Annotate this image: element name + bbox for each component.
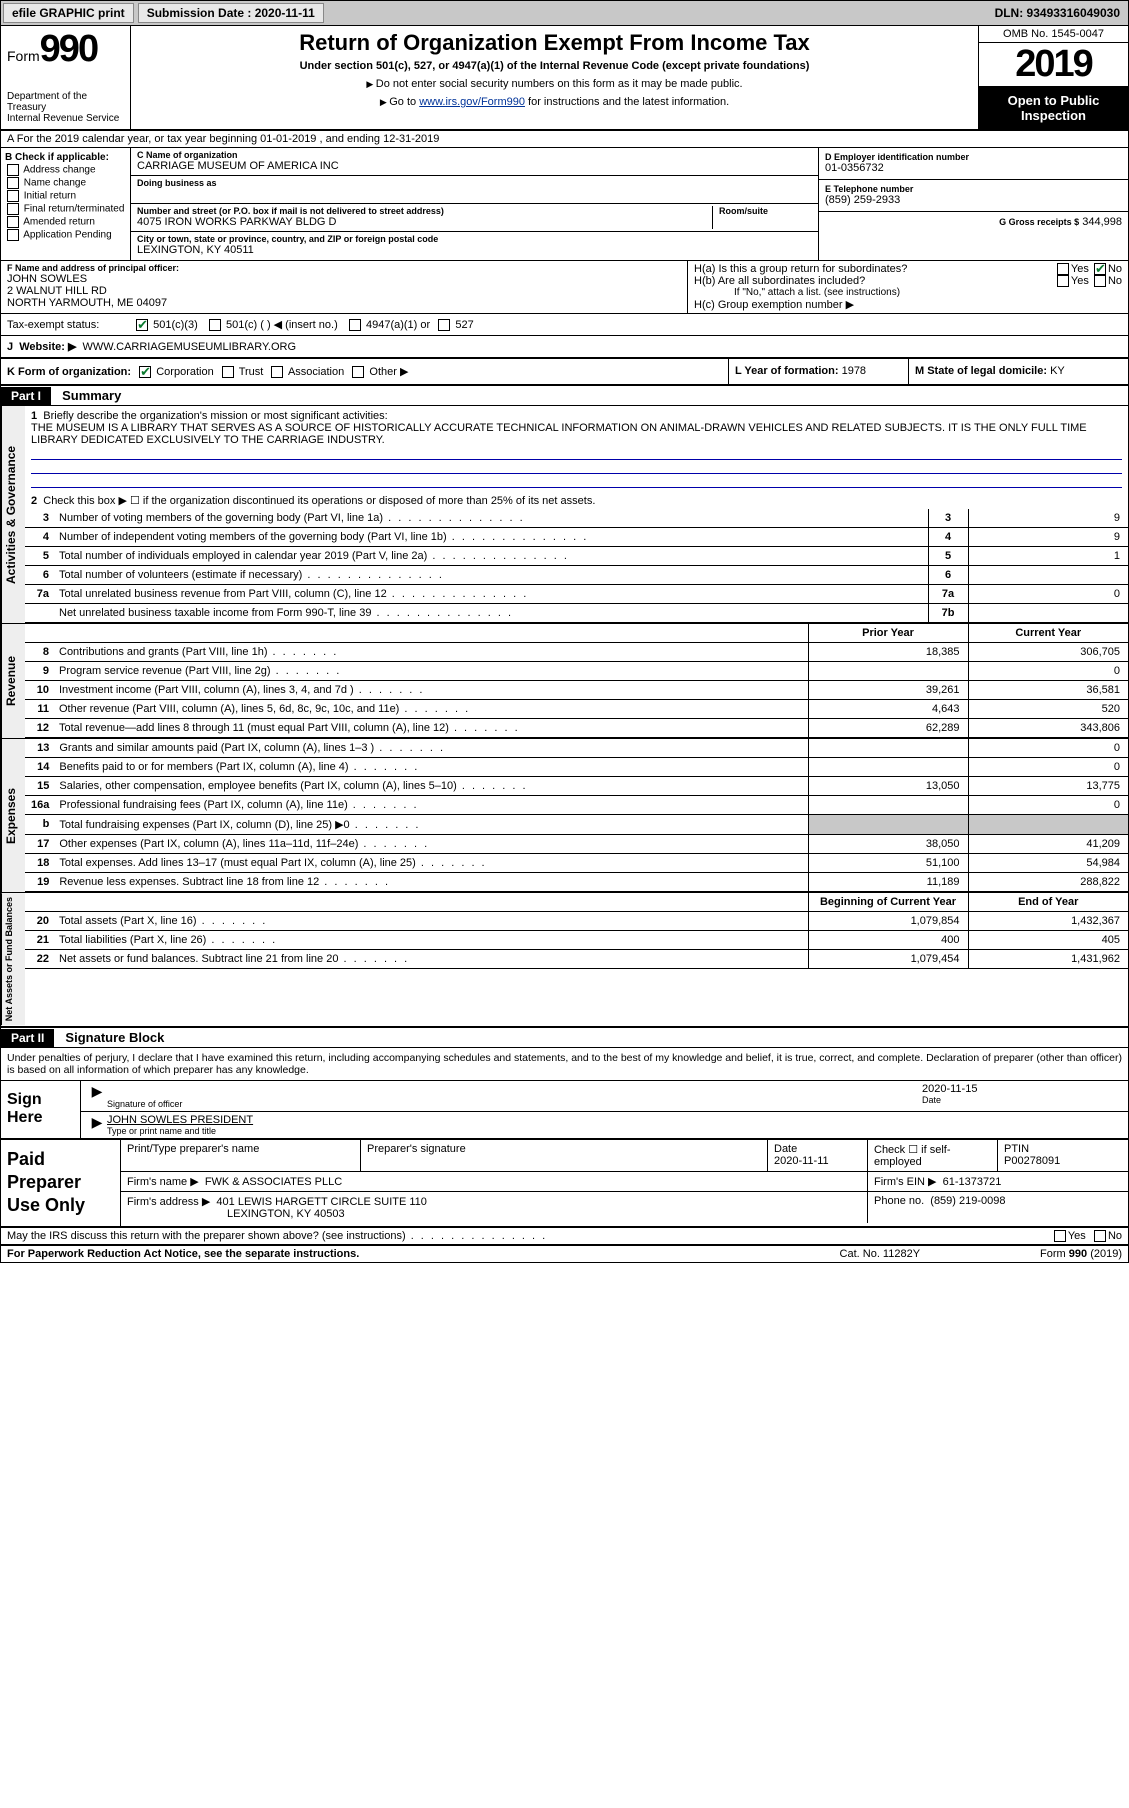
check-501c[interactable] — [209, 319, 221, 331]
hb-no[interactable] — [1094, 275, 1106, 287]
gross-receipts: 344,998 — [1082, 216, 1122, 228]
tab-revenue: Revenue — [1, 624, 25, 738]
street-address: 4075 IRON WORKS PARKWAY BLDG D — [137, 216, 712, 228]
check-name-change[interactable]: Name change — [5, 177, 126, 189]
discuss-no[interactable] — [1094, 1230, 1106, 1242]
footer-form: Form 990 (2019) — [1040, 1248, 1122, 1260]
line-a: A For the 2019 calendar year, or tax yea… — [1, 131, 1128, 148]
check-4947[interactable] — [349, 319, 361, 331]
box-j: J Website: ▶ WWW.CARRIAGEMUSEUMLIBRARY.O… — [1, 336, 1128, 359]
firm-phone: (859) 219-0098 — [930, 1195, 1005, 1207]
ha-no[interactable] — [1094, 263, 1106, 275]
part2-header-row: Part II Signature Block — [1, 1026, 1128, 1048]
preparer-date: 2020-11-11 — [774, 1155, 861, 1167]
check-pending[interactable]: Application Pending — [5, 229, 126, 241]
ein: 01-0356732 — [825, 162, 1122, 174]
form-number: Form990 — [7, 28, 124, 71]
officer-name-title: JOHN SOWLES PRESIDENT — [107, 1114, 1122, 1126]
mission-description: THE MUSEUM IS A LIBRARY THAT SERVES AS A… — [31, 422, 1087, 446]
box-k: K Form of organization: Corporation Trus… — [1, 359, 728, 384]
department-label: Department of the Treasury Internal Reve… — [7, 91, 124, 124]
city-state-zip: LEXINGTON, KY 40511 — [137, 244, 812, 256]
discuss-question: May the IRS discuss this return with the… — [7, 1230, 547, 1242]
governance-table: 3Number of voting members of the governi… — [25, 509, 1128, 623]
self-employed-check[interactable]: Check ☐ if self-employed — [874, 1143, 991, 1168]
footer-catno: Cat. No. 11282Y — [840, 1248, 921, 1260]
check-address-change[interactable]: Address change — [5, 164, 126, 176]
box-c: C Name of organization CARRIAGE MUSEUM O… — [131, 148, 818, 260]
firm-address: 401 LEWIS HARGETT CIRCLE SUITE 110 — [216, 1196, 427, 1208]
officer-name: JOHN SOWLES — [7, 273, 681, 285]
expenses-table: 13Grants and similar amounts paid (Part … — [25, 739, 1128, 892]
website-value: WWW.CARRIAGEMUSEUMLIBRARY.ORG — [83, 341, 297, 353]
inspection-label: Open to Public Inspection — [979, 87, 1128, 129]
form-header: Form990 Department of the Treasury Inter… — [1, 26, 1128, 131]
declaration-text: Under penalties of perjury, I declare th… — [1, 1048, 1128, 1080]
hb-yes[interactable] — [1057, 275, 1069, 287]
note-ssn: Do not enter social security numbers on … — [139, 78, 970, 90]
tax-year: 2019 — [979, 43, 1128, 87]
netassets-table: Beginning of Current YearEnd of Year20To… — [25, 893, 1128, 969]
check-527[interactable] — [438, 319, 450, 331]
ptin: P00278091 — [1004, 1155, 1122, 1167]
firm-name: FWK & ASSOCIATES PLLC — [205, 1176, 342, 1188]
tax-status-row: Tax-exempt status: 501(c)(3) 501(c) ( ) … — [1, 314, 1128, 336]
ha-yes[interactable] — [1057, 263, 1069, 275]
tab-netassets: Net Assets or Fund Balances — [1, 893, 25, 1025]
box-f: F Name and address of principal officer:… — [1, 261, 688, 313]
paid-preparer-label: Paid Preparer Use Only — [1, 1140, 121, 1226]
box-m: M State of legal domicile: KY — [908, 359, 1128, 384]
note-instructions: Go to www.irs.gov/Form990 for instructio… — [139, 96, 970, 108]
form-title: Return of Organization Exempt From Incom… — [139, 30, 970, 56]
check-initial-return[interactable]: Initial return — [5, 190, 126, 202]
org-name: CARRIAGE MUSEUM OF AMERICA INC — [137, 160, 812, 172]
telephone: (859) 259-2933 — [825, 194, 1122, 206]
omb-number: OMB No. 1545-0047 — [979, 26, 1128, 43]
form-subtitle: Under section 501(c), 527, or 4947(a)(1)… — [139, 60, 970, 72]
check-other[interactable] — [352, 366, 364, 378]
irs-link[interactable]: www.irs.gov/Form990 — [419, 96, 525, 108]
submission-date-button[interactable]: Submission Date : 2020-11-11 — [138, 3, 324, 23]
tab-expenses: Expenses — [1, 739, 25, 892]
dln-text: DLN: 93493316049030 — [995, 6, 1128, 20]
check-corporation[interactable] — [139, 366, 151, 378]
revenue-table: Prior YearCurrent Year8Contributions and… — [25, 624, 1128, 738]
check-association[interactable] — [271, 366, 283, 378]
box-l: L Year of formation: 1978 — [728, 359, 908, 384]
box-b: B Check if applicable: Address change Na… — [1, 148, 131, 260]
arrow-icon: ▶ — [87, 1083, 107, 1109]
sig-date: 2020-11-15 — [922, 1083, 1122, 1095]
box-h: H(a) Is this a group return for subordin… — [688, 261, 1128, 313]
check-trust[interactable] — [222, 366, 234, 378]
efile-button[interactable]: efile GRAPHIC print — [3, 3, 134, 23]
topbar: efile GRAPHIC print Submission Date : 20… — [1, 1, 1128, 26]
firm-ein: 61-1373721 — [943, 1176, 1002, 1188]
check-501c3[interactable] — [136, 319, 148, 331]
check-amended[interactable]: Amended return — [5, 216, 126, 228]
part1-header-row: Part I Summary — [1, 386, 1128, 406]
arrow-icon: ▶ — [87, 1114, 107, 1136]
check-final-return[interactable]: Final return/terminated — [5, 203, 126, 215]
sign-here-label: Sign Here — [1, 1081, 81, 1138]
discuss-yes[interactable] — [1054, 1230, 1066, 1242]
tab-governance: Activities & Governance — [1, 406, 25, 623]
footer-left: For Paperwork Reduction Act Notice, see … — [7, 1248, 359, 1260]
